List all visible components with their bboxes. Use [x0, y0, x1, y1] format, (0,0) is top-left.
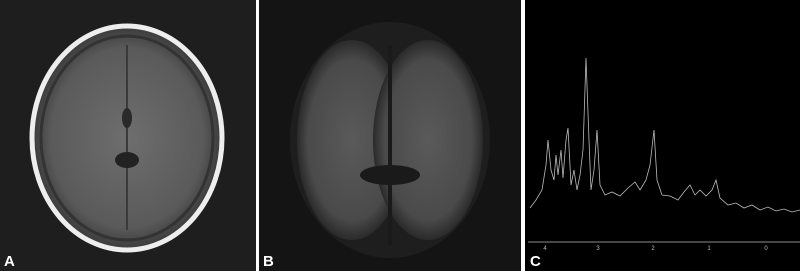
panel-label: B [263, 253, 274, 270]
ventricle [360, 165, 420, 185]
panel-b: B [259, 0, 521, 271]
axis-label: 0 [764, 246, 768, 252]
panel-label: C [530, 253, 541, 270]
ventricle [122, 108, 132, 128]
panel-a: A [0, 0, 256, 271]
panel-c: 4 3 2 1 0 C [525, 0, 800, 271]
axis-label: 1 [707, 246, 711, 252]
ventricle [115, 152, 139, 168]
panel-background [525, 0, 800, 271]
panel-label: A [4, 253, 15, 270]
axis-label: 2 [651, 246, 655, 252]
brain-outline [39, 34, 215, 242]
hemisphere [297, 40, 407, 240]
axis-label: 4 [543, 246, 547, 252]
hemisphere [373, 40, 483, 240]
axis-label: 3 [596, 246, 600, 252]
spectrum [529, 57, 800, 213]
